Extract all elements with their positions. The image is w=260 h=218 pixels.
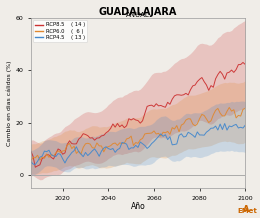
Y-axis label: Cambio en dias cálidos (%): Cambio en dias cálidos (%)	[7, 60, 12, 146]
Text: A: A	[243, 205, 250, 214]
Title: GUADALAJARA: GUADALAJARA	[99, 7, 177, 17]
Text: EMet: EMet	[238, 208, 257, 214]
Legend: RCP8.5    ( 14 ), RCP6.0    (  6 ), RCP4.5    ( 13 ): RCP8.5 ( 14 ), RCP6.0 ( 6 ), RCP4.5 ( 13…	[33, 20, 87, 42]
X-axis label: Año: Año	[131, 202, 145, 211]
Text: ANUAL: ANUAL	[126, 12, 150, 18]
